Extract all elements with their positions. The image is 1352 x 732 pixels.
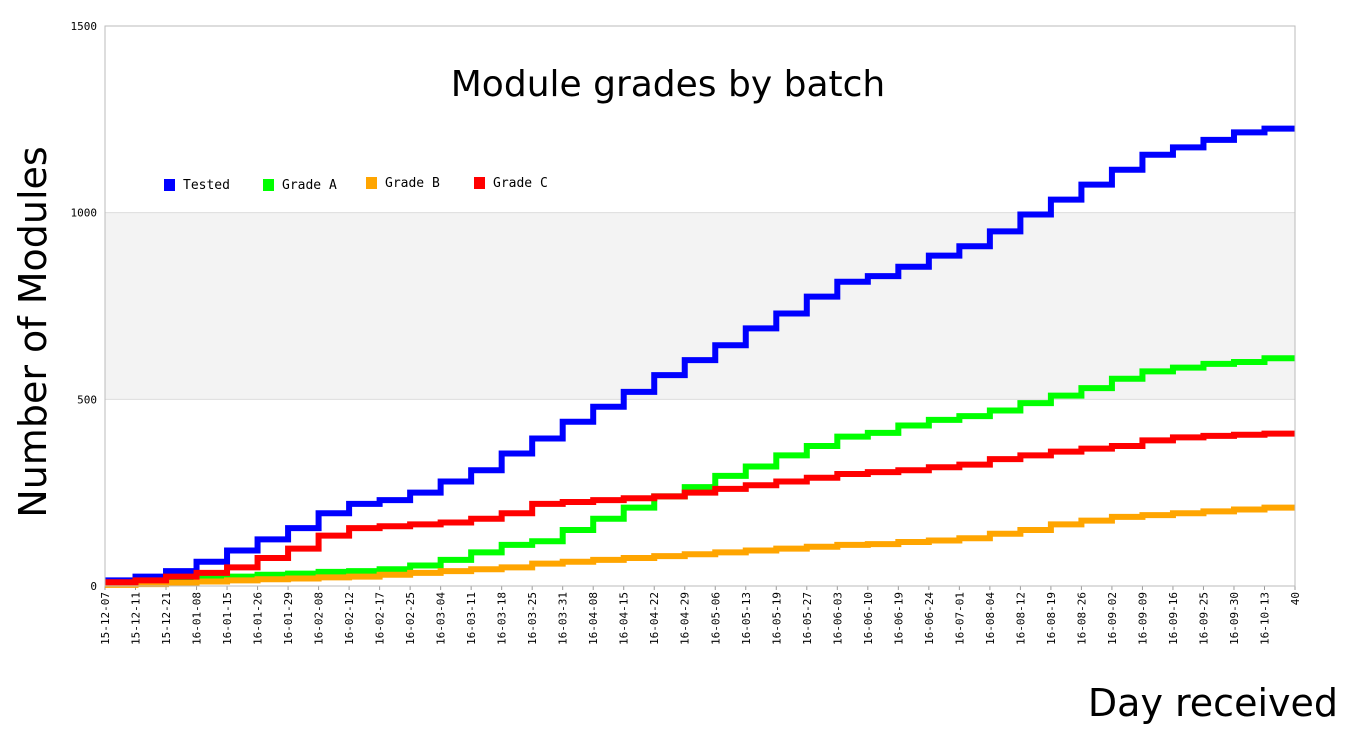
x-tick-label: 16-06-19 [892, 592, 905, 645]
x-tick-label: 16-07-01 [953, 592, 966, 645]
legend-label-grade-b: Grade B [385, 176, 440, 191]
x-tick-label: 16-01-29 [282, 592, 295, 645]
legend-swatch-tested [164, 179, 175, 191]
legend-label-tested: Tested [183, 178, 230, 193]
x-tick-label: 40 [1289, 592, 1302, 605]
series-line-tested [105, 125, 1295, 584]
series-lines [105, 125, 1295, 588]
y-axis-title: Number of Modules [11, 146, 55, 517]
x-tick-label: 16-09-09 [1136, 592, 1149, 645]
x-tick-label: 15-12-11 [130, 592, 143, 645]
x-tick-label: 16-09-02 [1106, 592, 1119, 645]
x-tick-label: 16-04-08 [587, 592, 600, 645]
x-axis-title: Day received [1088, 681, 1338, 725]
legend-swatch-grade-c [474, 177, 485, 189]
x-tick-label: 16-08-19 [1045, 592, 1058, 645]
shaded-band [105, 212, 1295, 400]
x-tick-label: 16-01-26 [252, 592, 265, 645]
x-tick-labels: 15-12-07 15-12-11 15-12-21 16-01-08 16-01-15… [99, 586, 1302, 645]
x-tick-label: 16-08-12 [1014, 592, 1027, 645]
x-tick-label: 16-09-16 [1167, 592, 1180, 645]
y-tick-labels: 0 500 1000 1500 [71, 20, 98, 593]
x-tick-label: 16-04-15 [618, 592, 631, 645]
legend: Tested Grade A Grade B Grade C [164, 176, 548, 193]
series-line-grade-c [105, 430, 1295, 586]
x-tick-label: 16-09-30 [1228, 592, 1241, 645]
y-tick-label: 0 [90, 580, 97, 593]
x-tick-label: 16-04-29 [679, 592, 692, 645]
legend-swatch-grade-a [263, 179, 274, 191]
x-tick-label: 16-03-18 [496, 592, 509, 645]
x-tick-label: 16-05-27 [801, 592, 814, 645]
legend-label-grade-c: Grade C [493, 176, 548, 191]
x-tick-label: 16-04-22 [648, 592, 661, 645]
y-tick-label: 500 [77, 393, 97, 406]
x-tick-label: 16-03-11 [465, 592, 478, 645]
x-tick-label: 16-03-25 [526, 592, 539, 645]
y-tick-label: 1000 [71, 207, 98, 220]
y-tick-label: 1500 [71, 20, 98, 33]
legend-label-grade-a: Grade A [282, 178, 337, 193]
x-tick-label: 16-01-15 [221, 592, 234, 645]
legend-swatch-grade-b [366, 177, 377, 189]
x-tick-label: 16-06-24 [923, 592, 936, 645]
x-tick-label: 16-06-03 [831, 592, 844, 645]
x-tick-label: 16-08-04 [984, 592, 997, 645]
plot-frame [104, 25, 1296, 587]
x-tick-label: 15-12-21 [160, 592, 173, 645]
x-tick-label: 16-03-04 [435, 592, 448, 645]
x-tick-label: 16-05-19 [770, 592, 783, 645]
x-tick-label: 16-01-08 [191, 592, 204, 645]
x-tick-label: 15-12-07 [99, 592, 112, 645]
x-tick-label: 16-02-25 [404, 592, 417, 645]
x-tick-label: 16-09-25 [1197, 592, 1210, 645]
x-tick-label: 16-05-13 [740, 592, 753, 645]
series-line-grade-b [105, 504, 1295, 588]
series-line-grade-a [105, 355, 1295, 588]
x-tick-label: 16-03-31 [557, 592, 570, 645]
x-tick-label: 16-05-06 [709, 592, 722, 645]
x-tick-label: 16-08-26 [1075, 592, 1088, 645]
x-tick-label: 16-10-13 [1258, 592, 1271, 645]
x-tick-label: 16-02-12 [343, 592, 356, 645]
chart-title: Module grades by batch [451, 64, 886, 105]
x-tick-label: 16-02-08 [313, 592, 326, 645]
x-tick-label: 16-06-10 [862, 592, 875, 645]
x-tick-label: 16-02-17 [374, 592, 387, 645]
